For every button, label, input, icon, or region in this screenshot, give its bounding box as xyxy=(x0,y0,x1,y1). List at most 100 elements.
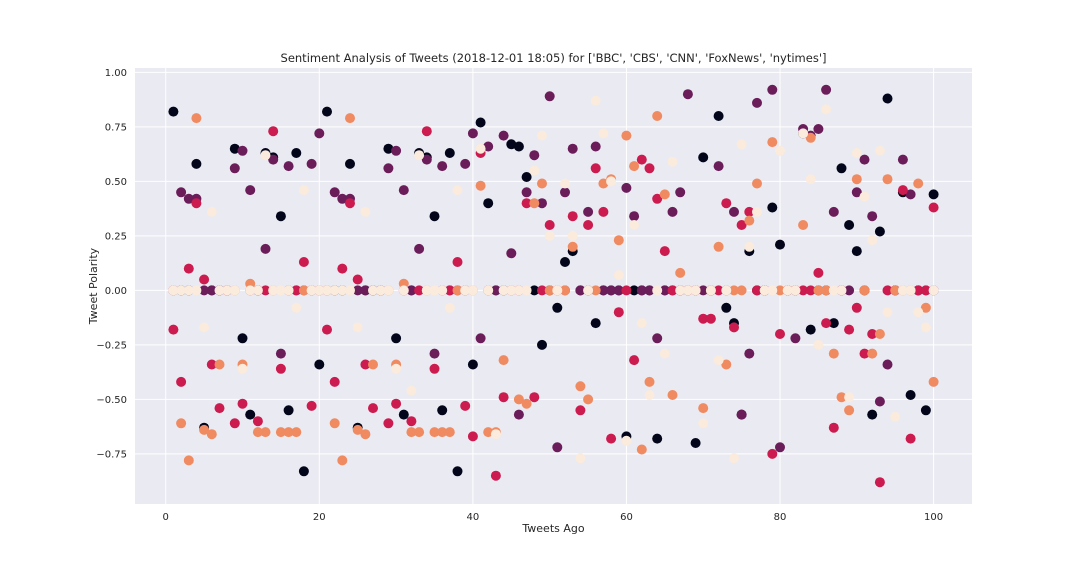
data-point xyxy=(575,285,586,296)
y-tick-label: 0.75 xyxy=(105,122,127,133)
data-point xyxy=(636,444,647,455)
data-point xyxy=(851,187,862,198)
data-point xyxy=(529,198,540,209)
data-point xyxy=(298,185,309,196)
data-point xyxy=(798,220,809,230)
data-point xyxy=(437,427,448,438)
data-point xyxy=(406,385,417,396)
data-point xyxy=(398,185,409,196)
data-point xyxy=(368,403,378,414)
data-point xyxy=(629,220,640,230)
data-point xyxy=(475,180,486,191)
data-point xyxy=(905,285,916,296)
data-point xyxy=(598,128,609,139)
data-point xyxy=(560,187,570,198)
data-point xyxy=(490,429,501,440)
data-point xyxy=(775,145,785,156)
data-point xyxy=(828,206,839,217)
data-point xyxy=(913,178,924,189)
data-point xyxy=(345,198,355,209)
data-point xyxy=(698,418,709,429)
data-point xyxy=(298,466,309,477)
data-point xyxy=(636,154,647,165)
data-point xyxy=(452,185,463,196)
data-point xyxy=(744,206,755,217)
data-point xyxy=(659,348,670,359)
data-point xyxy=(191,198,202,209)
data-point xyxy=(252,416,263,427)
data-point xyxy=(206,429,217,440)
data-point xyxy=(905,433,916,444)
data-point xyxy=(498,130,509,141)
data-point xyxy=(836,392,847,403)
data-point xyxy=(813,339,824,350)
data-point xyxy=(544,220,555,230)
data-point xyxy=(475,333,486,344)
data-point xyxy=(752,97,762,108)
data-point xyxy=(560,178,570,189)
data-point xyxy=(775,329,785,339)
data-point xyxy=(199,322,210,333)
data-point xyxy=(391,398,402,409)
data-point xyxy=(928,285,939,296)
data-point xyxy=(544,91,555,102)
data-point xyxy=(583,285,594,296)
data-point xyxy=(252,285,263,296)
data-point xyxy=(414,427,425,438)
data-point xyxy=(291,148,302,158)
data-point xyxy=(882,285,893,296)
data-point xyxy=(644,390,655,400)
series-5 xyxy=(168,95,939,464)
data-point xyxy=(675,187,686,198)
data-point xyxy=(805,324,816,335)
data-point xyxy=(467,285,478,296)
data-point xyxy=(483,285,494,296)
data-point xyxy=(537,178,547,189)
data-point xyxy=(391,333,402,344)
data-point xyxy=(176,418,187,429)
data-point xyxy=(252,427,263,438)
data-point xyxy=(705,285,716,296)
data-point xyxy=(659,285,670,296)
data-point xyxy=(544,285,555,296)
data-point xyxy=(529,392,540,403)
data-point xyxy=(429,363,440,374)
data-point xyxy=(414,243,425,254)
data-point xyxy=(644,163,655,174)
data-point xyxy=(698,152,709,163)
data-point xyxy=(222,285,233,296)
data-point xyxy=(721,359,732,370)
data-point xyxy=(844,392,855,403)
data-point xyxy=(644,285,655,296)
data-point xyxy=(268,154,279,165)
data-point xyxy=(398,409,409,420)
data-point xyxy=(636,318,647,329)
data-point xyxy=(460,400,471,411)
data-point xyxy=(329,418,340,429)
data-point xyxy=(575,405,586,416)
data-point xyxy=(306,400,317,411)
data-point xyxy=(268,285,279,296)
data-point xyxy=(544,230,555,241)
data-point xyxy=(805,132,816,143)
data-point xyxy=(314,285,325,296)
data-point xyxy=(636,285,647,296)
data-point xyxy=(775,285,785,296)
data-point xyxy=(713,111,724,121)
data-point xyxy=(521,198,532,209)
data-point xyxy=(352,424,363,435)
data-point xyxy=(498,392,509,403)
data-point xyxy=(821,84,832,95)
data-point xyxy=(191,158,202,169)
data-point xyxy=(521,398,532,409)
data-point xyxy=(168,106,179,117)
data-point xyxy=(368,285,378,296)
data-point xyxy=(874,477,885,488)
data-point xyxy=(206,359,217,370)
data-point xyxy=(360,429,371,440)
data-point xyxy=(744,215,755,226)
data-point xyxy=(444,285,455,296)
y-axis-ticks: −0.75 −0.50 −0.25 0.00 0.25 0.50 0.75 1.00 xyxy=(96,68,127,460)
data-point xyxy=(890,411,901,422)
data-point xyxy=(513,141,524,152)
